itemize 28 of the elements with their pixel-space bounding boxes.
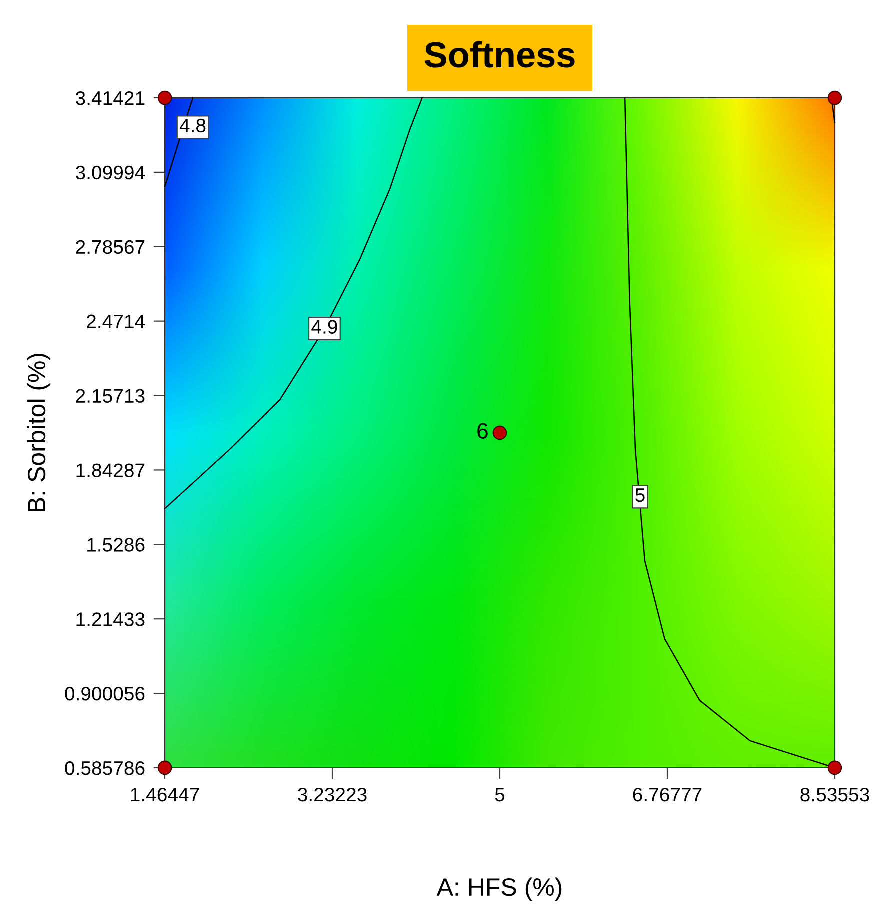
point [158, 90, 172, 106]
y-tick-label: 1.5286 [88, 538, 145, 552]
y-tick-label: 2.15713 [76, 389, 145, 404]
y-tick-label: 3.41421 [76, 91, 145, 106]
chart-title: Softness [424, 41, 575, 68]
y-tick-label: 0.585786 [65, 761, 145, 776]
point [158, 760, 172, 776]
y-tick-label: 3.09994 [76, 166, 145, 180]
point [828, 760, 842, 776]
annotation: 6 [478, 423, 488, 439]
y-tick-label: 0.900056 [65, 687, 145, 701]
y-tick-label: 1.84287 [76, 464, 145, 478]
x-tick-label: 3.23223 [298, 788, 367, 802]
x-tick-label: 8.53553 [800, 788, 870, 802]
x-tick-label: 5 [495, 788, 505, 802]
point [492, 426, 508, 440]
x-tick-label: 6.76777 [633, 788, 702, 802]
y-axis-title: B: Sorbitol (%) [27, 354, 51, 512]
annotation: 4.9 [312, 320, 338, 334]
y-tick-label: 1.21433 [76, 612, 145, 626]
y-tick-label: 2.4714 [87, 314, 145, 328]
y-tick-label: 2.78567 [76, 240, 145, 254]
annotation: 5 [636, 488, 645, 502]
point [828, 90, 842, 106]
x-axis-title: A: HFS (%) [436, 878, 562, 902]
line-series [164, 97, 423, 510]
x-tick-label: 1.46447 [131, 788, 200, 802]
annotation: 4.8 [180, 118, 206, 133]
